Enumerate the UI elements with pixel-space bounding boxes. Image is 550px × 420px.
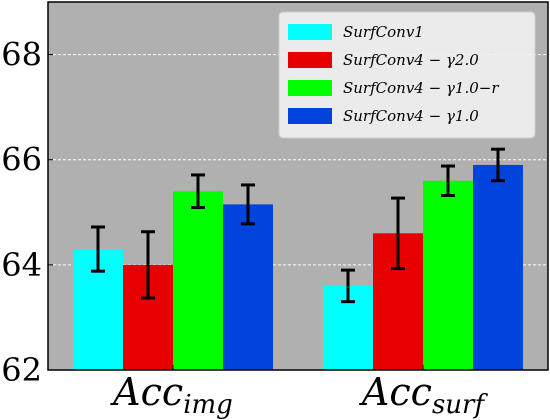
y-tick-label: 62 <box>1 351 42 389</box>
legend-label: SurfConv4 − γ1.0 <box>343 107 479 125</box>
bar <box>423 180 473 370</box>
legend-swatch <box>288 80 332 96</box>
x-tick-label-subscript: img <box>183 390 233 420</box>
bar <box>473 164 523 370</box>
legend-swatch <box>288 52 332 68</box>
x-tick-label: Accimg <box>110 370 233 420</box>
plot-frame <box>47 1 549 371</box>
x-tick-label-main: Acc <box>359 370 432 414</box>
x-tick-label: Accsurf <box>359 370 489 420</box>
error-bars <box>91 147 505 304</box>
legend-swatch <box>288 24 332 40</box>
legend-label: SurfConv1 <box>343 23 424 41</box>
y-axis: 62 64 66 68 <box>1 36 53 389</box>
legend: SurfConv1 SurfConv4 − γ2.0 SurfConv4 − γ1.… <box>278 11 536 139</box>
bar <box>173 191 223 370</box>
legend-label: SurfConv4 − γ1.0−r <box>343 79 499 97</box>
bar <box>223 204 273 370</box>
x-tick-label-main: Acc <box>110 370 183 414</box>
legend-box <box>278 11 536 139</box>
x-tick-label-subscript: surf <box>432 390 489 420</box>
y-tick-label: 68 <box>1 36 42 74</box>
bars <box>73 164 523 370</box>
legend-label: SurfConv4 − γ2.0 <box>343 51 479 69</box>
y-tick-label: 66 <box>1 141 42 179</box>
x-axis: Accimg Accsurf <box>110 365 488 420</box>
legend-swatch <box>288 108 332 124</box>
y-tick-label: 64 <box>1 246 42 284</box>
